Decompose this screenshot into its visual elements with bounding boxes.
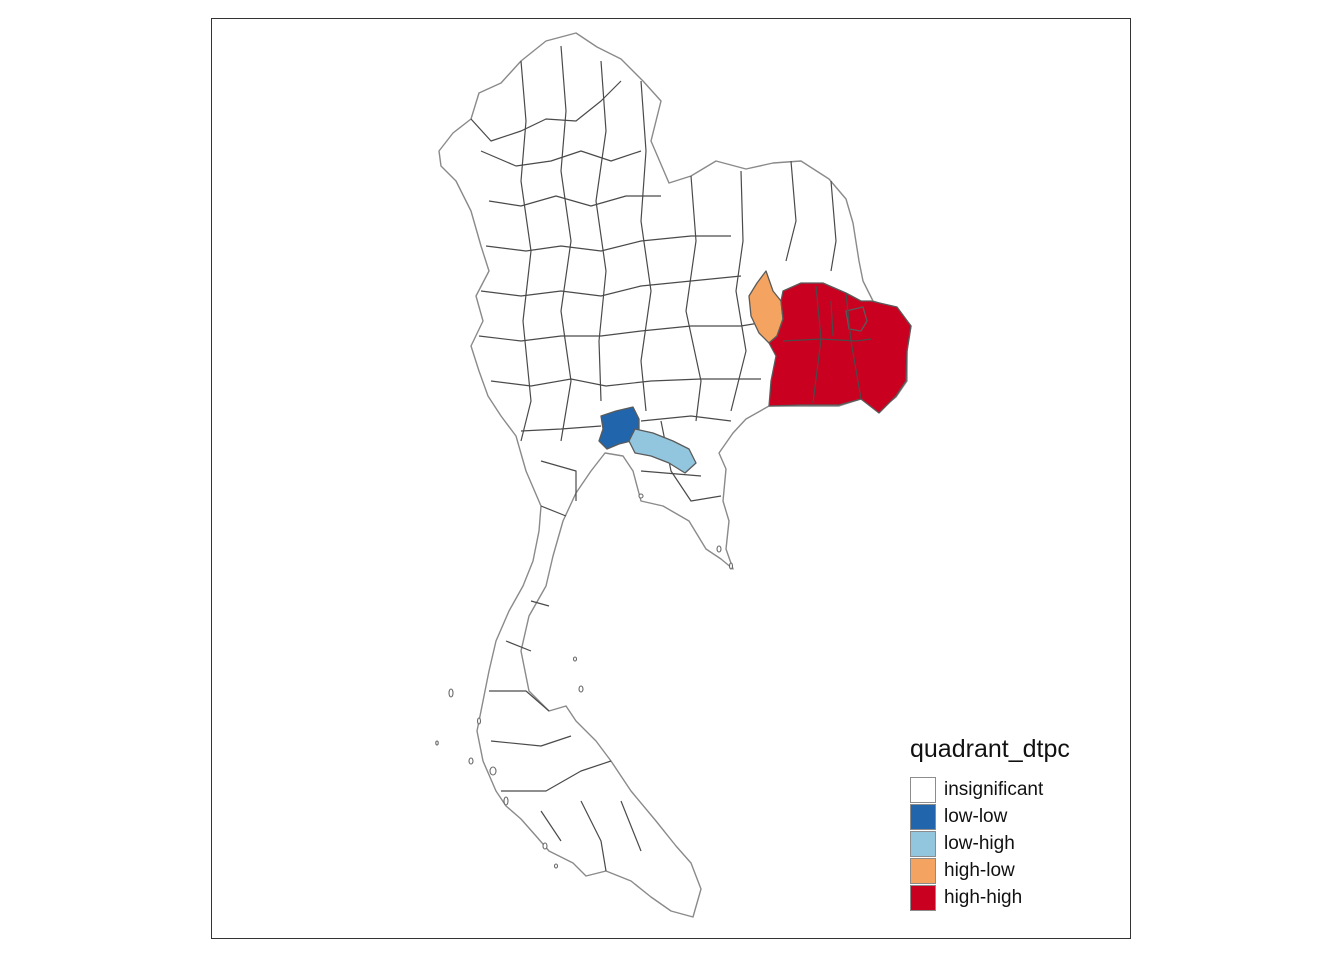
legend-label: low-high	[944, 832, 1015, 854]
legend-item-insignificant: insignificant	[910, 776, 1120, 803]
country-outline	[438, 32, 912, 918]
region-high-high	[768, 282, 912, 414]
legend-label: insignificant	[944, 778, 1044, 800]
legend-swatch-low-low	[910, 803, 936, 830]
legend-label: high-low	[944, 859, 1015, 881]
legend-item-high-high: high-high	[910, 884, 1120, 911]
map-legend: quadrant_dtpc insignificant low-low low-…	[910, 734, 1120, 911]
legend-item-low-high: low-high	[910, 830, 1120, 857]
legend-swatch-insignificant	[910, 776, 936, 803]
legend-label: low-low	[944, 805, 1008, 827]
legend-item-high-low: high-low	[910, 857, 1120, 884]
legend-title: quadrant_dtpc	[910, 735, 1070, 763]
legend-item-low-low: low-low	[910, 803, 1120, 830]
map-panel	[211, 18, 1131, 939]
region-low-high	[628, 428, 697, 474]
legend-swatch-low-high	[910, 830, 936, 857]
islands	[435, 493, 734, 869]
choropleth-map	[435, 32, 912, 918]
high-high-internal-borders	[782, 285, 872, 404]
legend-swatch-high-high	[910, 884, 936, 911]
province-boundaries	[470, 45, 837, 872]
legend-swatch-high-low	[910, 857, 936, 884]
legend-label: high-high	[944, 886, 1023, 908]
